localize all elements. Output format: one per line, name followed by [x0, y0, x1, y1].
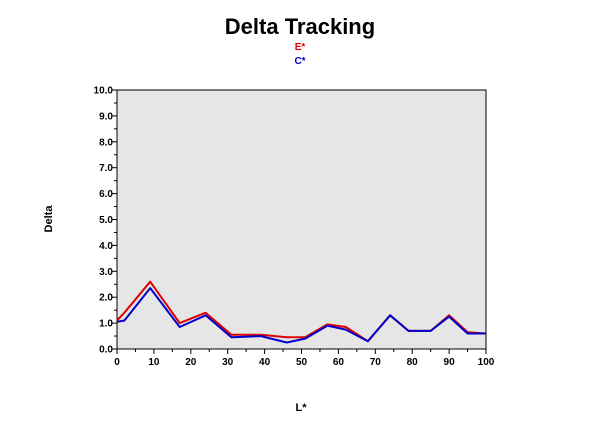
y-tick-label: 9.0: [99, 111, 113, 122]
legend-entry-e: E*: [295, 42, 306, 53]
x-tick-label: 30: [222, 357, 234, 368]
y-tick-label: 3.0: [99, 267, 113, 278]
x-tick-label: 10: [148, 357, 160, 368]
y-axis-label: Delta: [43, 205, 55, 233]
x-tick-label: 50: [296, 357, 308, 368]
x-tick-label: 20: [185, 357, 197, 368]
y-tick-label: 4.0: [99, 241, 113, 252]
y-tick-label: 8.0: [99, 137, 113, 148]
x-tick-label: 70: [370, 357, 382, 368]
x-tick-label: 80: [407, 357, 419, 368]
y-tick-label: 2.0: [99, 293, 113, 304]
y-tick-label: 6.0: [99, 189, 113, 200]
plot-area: [116, 89, 487, 350]
x-tick-label: 0: [114, 357, 120, 368]
y-tick-label: 10.0: [94, 86, 114, 97]
x-axis: 0 10 20 30 40 50 60 70 80 90 100: [114, 349, 495, 368]
y-tick-label: 1.0: [99, 319, 113, 330]
y-tick-label: 0.0: [99, 345, 113, 356]
x-axis-label: L*: [296, 402, 308, 414]
x-tick-label: 100: [478, 357, 495, 368]
x-tick-label: 40: [259, 357, 271, 368]
x-tick-label: 60: [333, 357, 345, 368]
legend-entry-c: C*: [294, 56, 305, 67]
series-lines: [116, 280, 487, 344]
chart-title: Delta Tracking: [225, 14, 375, 39]
series-line-c: [116, 287, 486, 344]
x-tick-label: 90: [444, 357, 456, 368]
y-tick-label: 5.0: [99, 215, 113, 226]
y-axis: 0.0 1.0 2.0 3.0 4.0 5.0 6.0 7.0 8.0 9.0 10.0: [94, 86, 117, 356]
y-tick-label: 7.0: [99, 163, 113, 174]
